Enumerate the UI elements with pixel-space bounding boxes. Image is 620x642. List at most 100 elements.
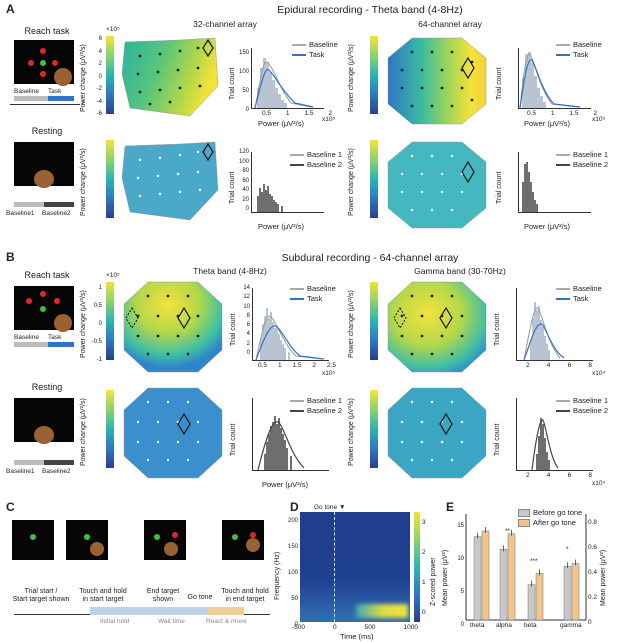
monkey-screen [66, 520, 108, 560]
resting-label: Resting [31, 382, 63, 392]
go-tone-marker: Go tone ▼ [314, 504, 346, 511]
bar-theta-after [481, 530, 490, 621]
panel-b-letter: B [6, 250, 15, 264]
diamond-marker [202, 38, 214, 58]
colorbar-label: Power change (μV²/s) [80, 148, 87, 216]
hist-ylabel: Trial count [230, 423, 237, 456]
hist-xticks: 0.5 1 1.5 2 2.5 [258, 362, 336, 369]
hist-yticks: 150 100 50 0 [238, 50, 249, 113]
monkey-icon [34, 426, 54, 444]
colorbar-label: Power change (μV²/s) [348, 398, 355, 466]
bar-beta-before [527, 584, 536, 621]
baseline2-label: Baseline2 [42, 210, 71, 217]
start-dot [40, 60, 46, 66]
hist-ylabel: Trial count [496, 67, 503, 100]
electrode-map-64-rest [387, 141, 487, 229]
target-dot [54, 298, 60, 304]
bar-gamma-before [563, 566, 572, 621]
x-tick-label: gamma [560, 622, 582, 629]
baseline1-label: Baseline1 [6, 210, 35, 217]
colorbar-label: Z-scored power [430, 557, 437, 606]
x-tick-label: theta [470, 622, 485, 629]
time-axis-label: t [82, 100, 84, 107]
baseline-label: Baseline [14, 334, 39, 341]
bar-gamma-after [571, 563, 580, 621]
hist-xlabel: Power (μV²/s) [524, 222, 570, 231]
colorbar [370, 36, 378, 114]
electrode-map-gamma-task [387, 281, 487, 373]
histogram-theta-task [252, 288, 329, 361]
panel-c-letter: C [6, 500, 15, 514]
colorbar [106, 140, 114, 218]
hist-xticks: 0.5 1 1.5 2 [262, 110, 332, 117]
hist-exponent: x10⁵ [322, 370, 336, 377]
histogram-64-task [518, 48, 591, 109]
hist-exponent: x10⁴ [592, 370, 606, 377]
panel-d-letter: D [290, 500, 299, 514]
start-dot [40, 306, 46, 312]
colorbar [106, 36, 114, 114]
hist-exponent: x10⁵ [322, 116, 336, 123]
theta-title: Theta band (4-8Hz) [193, 266, 267, 276]
hist-xlabel: Power (μV²/s) [524, 119, 570, 128]
colorbar-label: Power change (μV²/s) [348, 44, 355, 112]
bar-beta-after [535, 573, 544, 621]
diamond-marker [439, 412, 453, 436]
panel-a-title: Epidural recording - Theta band (4-8Hz) [277, 4, 463, 16]
monkey-icon [54, 314, 72, 332]
target-dot [26, 298, 32, 304]
task-bar [48, 96, 74, 101]
sig-gamma: * [566, 546, 569, 553]
timeline-label-start: Trial start / Start target shown [12, 588, 70, 603]
diamond-marker-dashed [393, 307, 407, 329]
diamond-marker [177, 306, 191, 330]
reach-task-label: Reach task [24, 26, 70, 36]
diamond-marker [177, 412, 191, 436]
phase-wait-time: Wait time [158, 618, 185, 625]
phase-react-move: React & move [206, 618, 247, 625]
target-dot [28, 60, 34, 66]
monkey-screen [14, 40, 74, 86]
bar-alpha-after [507, 533, 516, 621]
target-dot [40, 291, 46, 297]
down-arrow-icon: ▼ [338, 504, 346, 511]
histogram-gamma-rest [516, 398, 593, 471]
target-dot [40, 48, 46, 54]
hist-yticks: 14 12 10 8 6 4 2 0 [243, 285, 250, 357]
spectrogram-ylabel: Frequency (Hz) [274, 551, 281, 600]
hist-ylabel: Trial count [230, 313, 237, 346]
hist-yticks: 120 100 80 60 40 20 0 [238, 149, 249, 212]
colorbar [370, 390, 378, 468]
task-label: Task [48, 88, 62, 95]
x-tick-label: alpha [496, 622, 512, 629]
hist-legend: Baseline Task [556, 284, 602, 304]
phase-bar-react [208, 607, 244, 615]
baseline-bar [14, 342, 48, 347]
time-axis [10, 104, 80, 105]
diamond-marker-dashed [125, 307, 139, 329]
colorbar-label: Power change (μV²/s) [348, 148, 355, 216]
hist-xlabel: Power (μV²/s) [258, 119, 304, 128]
timeline-label-touch-start: Touch and hold in start target [79, 588, 127, 603]
hist-xlabel: Power (μV²/s) [262, 480, 308, 489]
electrode-map-32-rest [121, 141, 219, 221]
monkey-screen [12, 520, 54, 560]
sig-beta: *** [530, 558, 538, 565]
hist-xlabel: Power (μV²/s) [258, 222, 304, 231]
hist-exponent: x10⁵ [592, 116, 606, 123]
baseline1-bar [14, 202, 44, 207]
timeline-label-go-tone: Go tone [187, 594, 213, 601]
spectrogram-xticks: -500 0 500 1000 [292, 624, 418, 631]
bar-yticks-left: 15 10 5 0 [457, 523, 464, 628]
baseline2-bar [44, 202, 74, 207]
baseline2-label: Baseline2 [42, 468, 71, 475]
colorbar [414, 512, 420, 622]
colorbar-label: Power change (μV²/s) [80, 44, 87, 112]
bar-theta-before [473, 536, 482, 621]
hist-xticks: 0.5 1 1.5 2 [527, 110, 597, 117]
monkey-screen [14, 398, 74, 444]
hist-legend: Baseline 1 Baseline 2 [290, 396, 342, 416]
